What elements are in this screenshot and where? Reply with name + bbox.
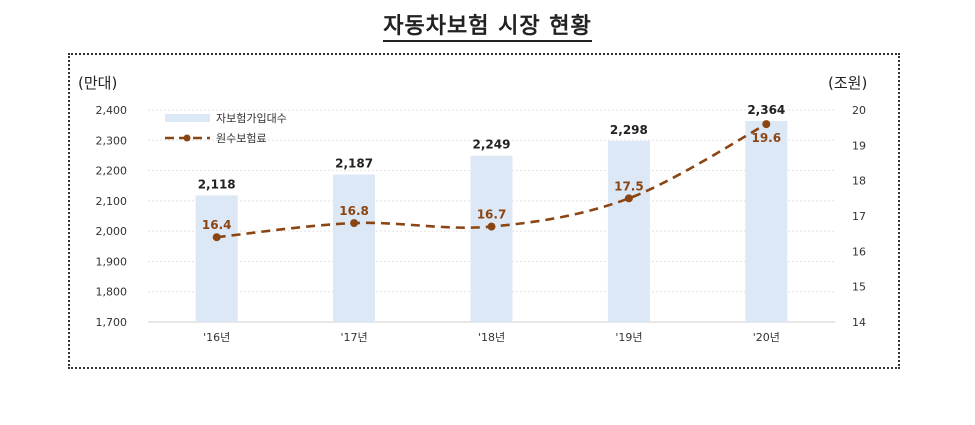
- bar-data-label: 2,187: [335, 157, 373, 171]
- x-tick-label: '16년: [203, 331, 230, 344]
- right-tick-label: 14: [852, 316, 866, 329]
- legend-line-label: 원수보험료: [216, 132, 267, 145]
- line-data-label: 16.7: [477, 208, 507, 222]
- line-point: [762, 120, 771, 129]
- right-axis-unit: (조원): [828, 74, 868, 92]
- right-tick-label: 15: [852, 281, 866, 294]
- x-tick-label: '19년: [615, 331, 642, 344]
- left-tick-label: 1,900: [96, 255, 128, 268]
- chart-frame: [68, 53, 900, 369]
- line-point: [350, 219, 359, 228]
- left-tick-label: 2,100: [96, 195, 128, 208]
- line-data-label: 16.8: [339, 204, 369, 218]
- line-point: [212, 233, 221, 242]
- left-tick-label: 2,400: [96, 104, 128, 117]
- left-tick-label: 1,700: [96, 316, 128, 329]
- bar-data-label: 2,249: [473, 138, 511, 152]
- left-tick-label: 2,300: [96, 134, 128, 147]
- left-axis-unit: (만대): [78, 74, 118, 92]
- bar: [333, 174, 376, 322]
- bar-data-label: 2,298: [610, 123, 648, 137]
- right-tick-label: 17: [852, 210, 866, 223]
- legend-line-marker: [183, 134, 191, 142]
- bar: [470, 155, 513, 322]
- left-tick-label: 1,800: [96, 286, 128, 299]
- x-tick-label: '20년: [753, 331, 780, 344]
- line-point: [624, 194, 633, 203]
- line-point: [487, 222, 496, 231]
- right-tick-label: 20: [852, 104, 866, 117]
- line-data-label: 16.4: [202, 218, 232, 232]
- chart-title: 자동차보험 시장 현황: [0, 8, 975, 42]
- bar: [607, 140, 650, 322]
- bar-data-label: 2,118: [198, 177, 236, 191]
- bar: [195, 195, 238, 322]
- left-tick-label: 2,200: [96, 165, 128, 178]
- line-data-label: 19.6: [751, 131, 781, 145]
- left-tick-label: 2,000: [96, 225, 128, 238]
- bar: [745, 120, 788, 322]
- right-tick-label: 19: [852, 139, 866, 152]
- right-tick-label: 18: [852, 175, 866, 188]
- legend-bar-label: 자보험가입대수: [216, 112, 287, 125]
- legend-bar-swatch: [165, 114, 210, 122]
- line-data-label: 17.5: [614, 179, 644, 193]
- bar-data-label: 2,364: [747, 103, 785, 117]
- right-tick-label: 16: [852, 245, 866, 258]
- x-tick-label: '17년: [341, 331, 368, 344]
- x-tick-label: '18년: [478, 331, 505, 344]
